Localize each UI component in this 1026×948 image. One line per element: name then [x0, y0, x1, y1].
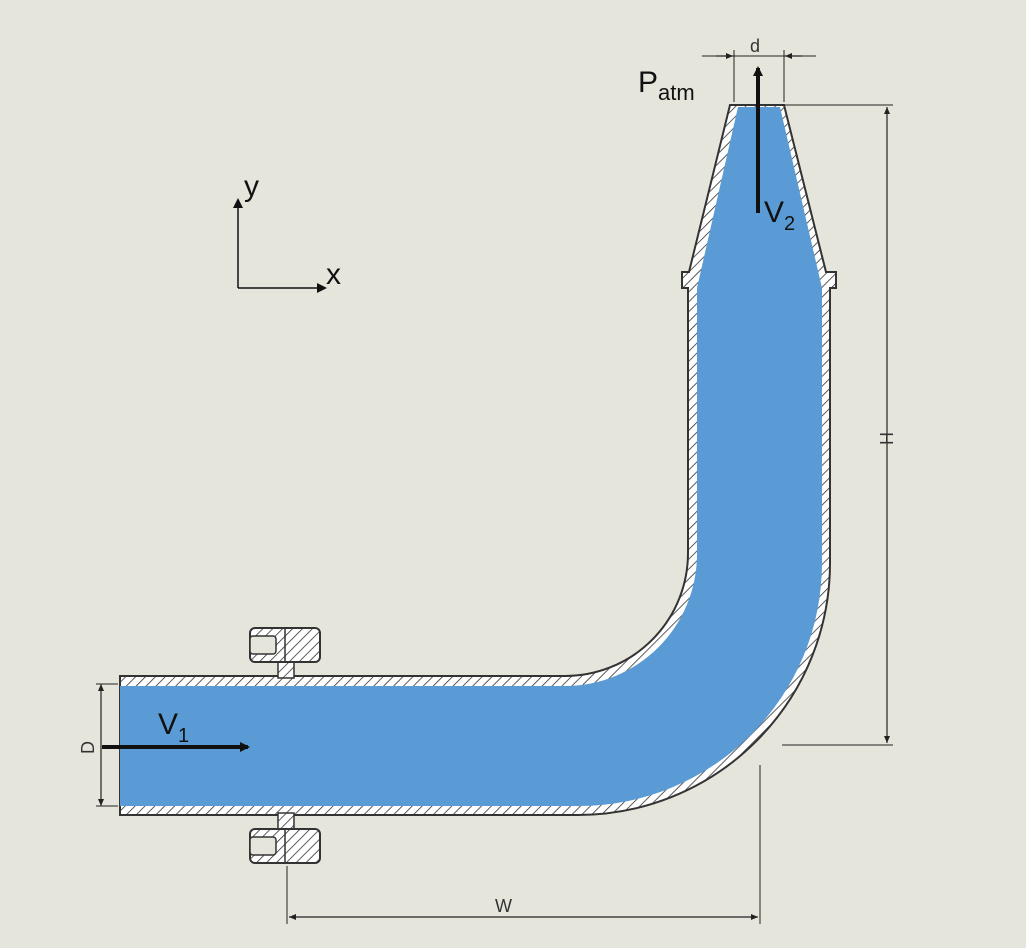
v2-label: V2: [764, 196, 795, 235]
dimension-W-label: W: [495, 896, 512, 916]
dimension-D: D: [78, 683, 118, 807]
pipe-outer-wall: [119, 104, 837, 816]
dimension-d: d: [702, 36, 816, 102]
dimension-D-label: D: [78, 741, 98, 754]
dimension-W: W: [286, 765, 761, 924]
flange-top: [249, 627, 321, 679]
axis-system: y x: [233, 170, 341, 293]
dimension-H-label: H: [876, 432, 896, 445]
dimension-d-label: d: [750, 36, 760, 56]
flange-bottom: [249, 812, 321, 864]
y-axis-label: y: [244, 170, 259, 203]
dimension-H: H: [782, 104, 896, 746]
patm-label: Patm: [638, 66, 695, 105]
x-axis-label: x: [326, 258, 341, 291]
fluid-flow: [120, 107, 822, 806]
v1-label: V1: [158, 708, 189, 747]
